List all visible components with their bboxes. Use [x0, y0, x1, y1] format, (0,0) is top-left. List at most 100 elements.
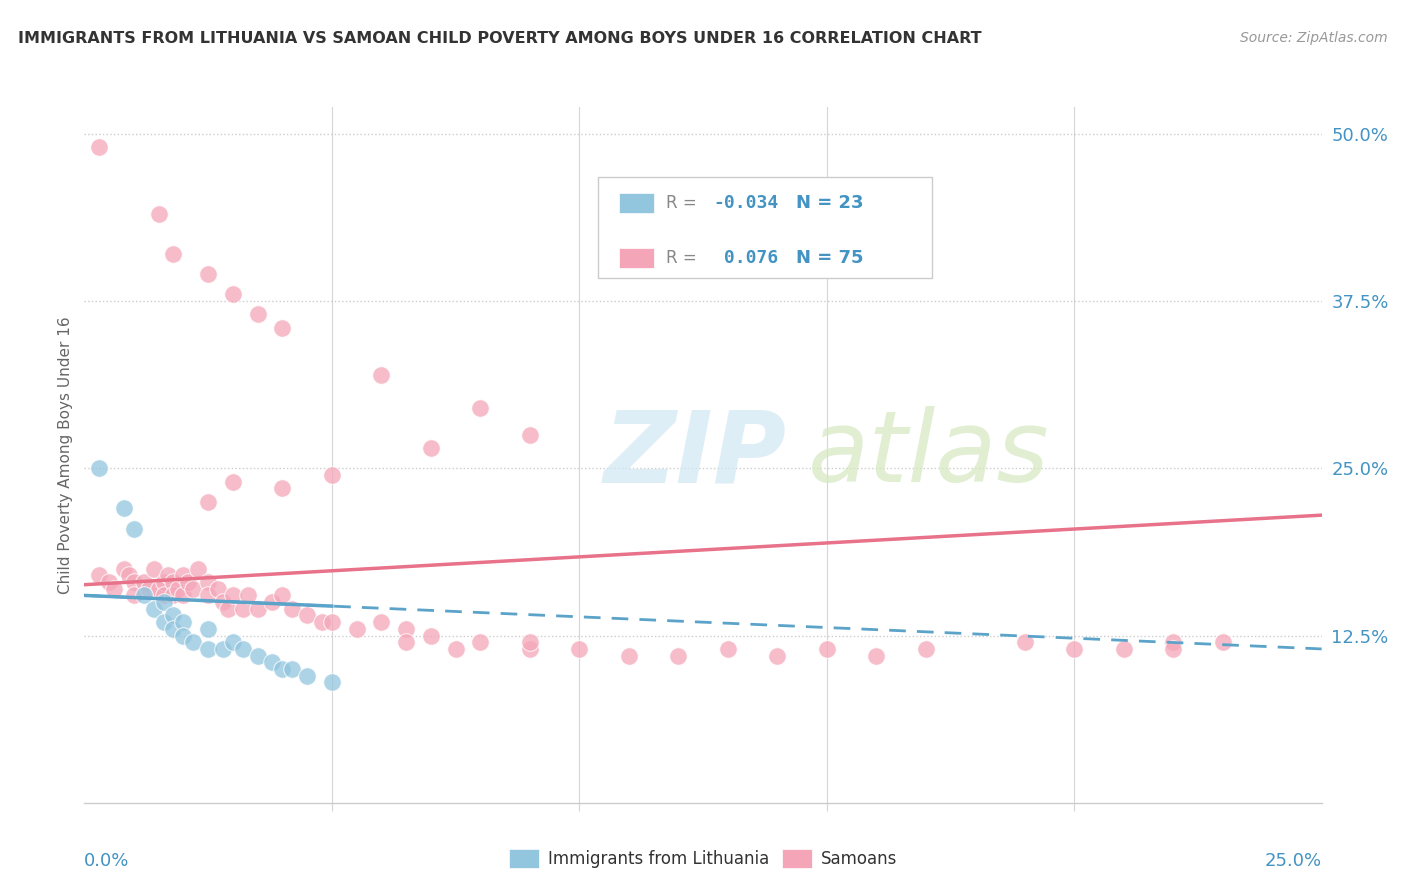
Point	[222, 589, 245, 603]
Text: 0.0%: 0.0%	[84, 852, 129, 870]
Point	[370, 368, 392, 382]
Point	[222, 475, 245, 489]
Point	[1063, 642, 1085, 657]
Point	[470, 635, 492, 649]
Point	[222, 635, 245, 649]
Point	[271, 482, 294, 496]
Point	[346, 622, 368, 636]
Point	[519, 428, 541, 442]
Point	[187, 562, 209, 576]
Point	[122, 575, 145, 590]
Text: -0.034: -0.034	[713, 194, 778, 212]
Point	[162, 608, 184, 623]
Point	[470, 401, 492, 416]
Point	[246, 648, 269, 663]
Bar	[619, 248, 654, 268]
Text: N = 23: N = 23	[796, 194, 863, 212]
Point	[152, 615, 174, 630]
Text: IMMIGRANTS FROM LITHUANIA VS SAMOAN CHILD POVERTY AMONG BOYS UNDER 16 CORRELATIO: IMMIGRANTS FROM LITHUANIA VS SAMOAN CHIL…	[18, 31, 981, 46]
Point	[148, 207, 170, 221]
Point	[419, 442, 441, 456]
Point	[122, 589, 145, 603]
Point	[162, 622, 184, 636]
Point	[98, 575, 121, 590]
Point	[519, 642, 541, 657]
Point	[112, 501, 135, 516]
Point	[122, 521, 145, 535]
Point	[1112, 642, 1135, 657]
Point	[181, 582, 204, 596]
Text: 25.0%: 25.0%	[1264, 852, 1322, 870]
Point	[132, 575, 155, 590]
Point	[232, 642, 254, 657]
Point	[172, 615, 194, 630]
Point	[172, 628, 194, 642]
Point	[321, 675, 343, 690]
Text: Source: ZipAtlas.com: Source: ZipAtlas.com	[1240, 31, 1388, 45]
Text: N = 75: N = 75	[796, 249, 863, 267]
Text: ZIP: ZIP	[605, 407, 787, 503]
Point	[271, 589, 294, 603]
Point	[138, 582, 160, 596]
Point	[142, 562, 165, 576]
Point	[157, 568, 180, 582]
Point	[197, 575, 219, 590]
Point	[519, 635, 541, 649]
Point	[197, 589, 219, 603]
Point	[212, 595, 235, 609]
Point	[152, 575, 174, 590]
Legend: Immigrants from Lithuania, Samoans: Immigrants from Lithuania, Samoans	[502, 842, 904, 874]
Point	[262, 655, 284, 669]
Point	[395, 622, 418, 636]
Point	[181, 635, 204, 649]
Point	[262, 595, 284, 609]
Point	[167, 582, 190, 596]
Point	[419, 628, 441, 642]
Point	[112, 562, 135, 576]
Point	[232, 602, 254, 616]
FancyBboxPatch shape	[598, 177, 932, 277]
Point	[197, 268, 219, 282]
Point	[271, 321, 294, 335]
Point	[142, 602, 165, 616]
Point	[217, 602, 239, 616]
Point	[281, 602, 304, 616]
Point	[236, 589, 259, 603]
Point	[370, 615, 392, 630]
Point	[1161, 642, 1184, 657]
Point	[395, 635, 418, 649]
Point	[321, 615, 343, 630]
Point	[281, 662, 304, 676]
Point	[222, 287, 245, 301]
Text: 0.076: 0.076	[713, 249, 778, 267]
Point	[1161, 635, 1184, 649]
Point	[444, 642, 467, 657]
Point	[148, 582, 170, 596]
Point	[118, 568, 141, 582]
Point	[321, 468, 343, 483]
Point	[271, 662, 294, 676]
Point	[132, 589, 155, 603]
Point	[89, 568, 111, 582]
Point	[89, 461, 111, 475]
Point	[103, 582, 125, 596]
Point	[152, 595, 174, 609]
Point	[246, 602, 269, 616]
Point	[212, 642, 235, 657]
Point	[152, 589, 174, 603]
Point	[197, 494, 219, 508]
Point	[172, 568, 194, 582]
Bar	[619, 193, 654, 213]
Text: atlas: atlas	[808, 407, 1050, 503]
Point	[717, 642, 740, 657]
Point	[162, 575, 184, 590]
Point	[311, 615, 333, 630]
Point	[197, 642, 219, 657]
Text: R =: R =	[666, 194, 702, 212]
Point	[815, 642, 838, 657]
Point	[172, 589, 194, 603]
Point	[89, 140, 111, 154]
Point	[568, 642, 591, 657]
Point	[617, 648, 640, 663]
Text: R =: R =	[666, 249, 702, 267]
